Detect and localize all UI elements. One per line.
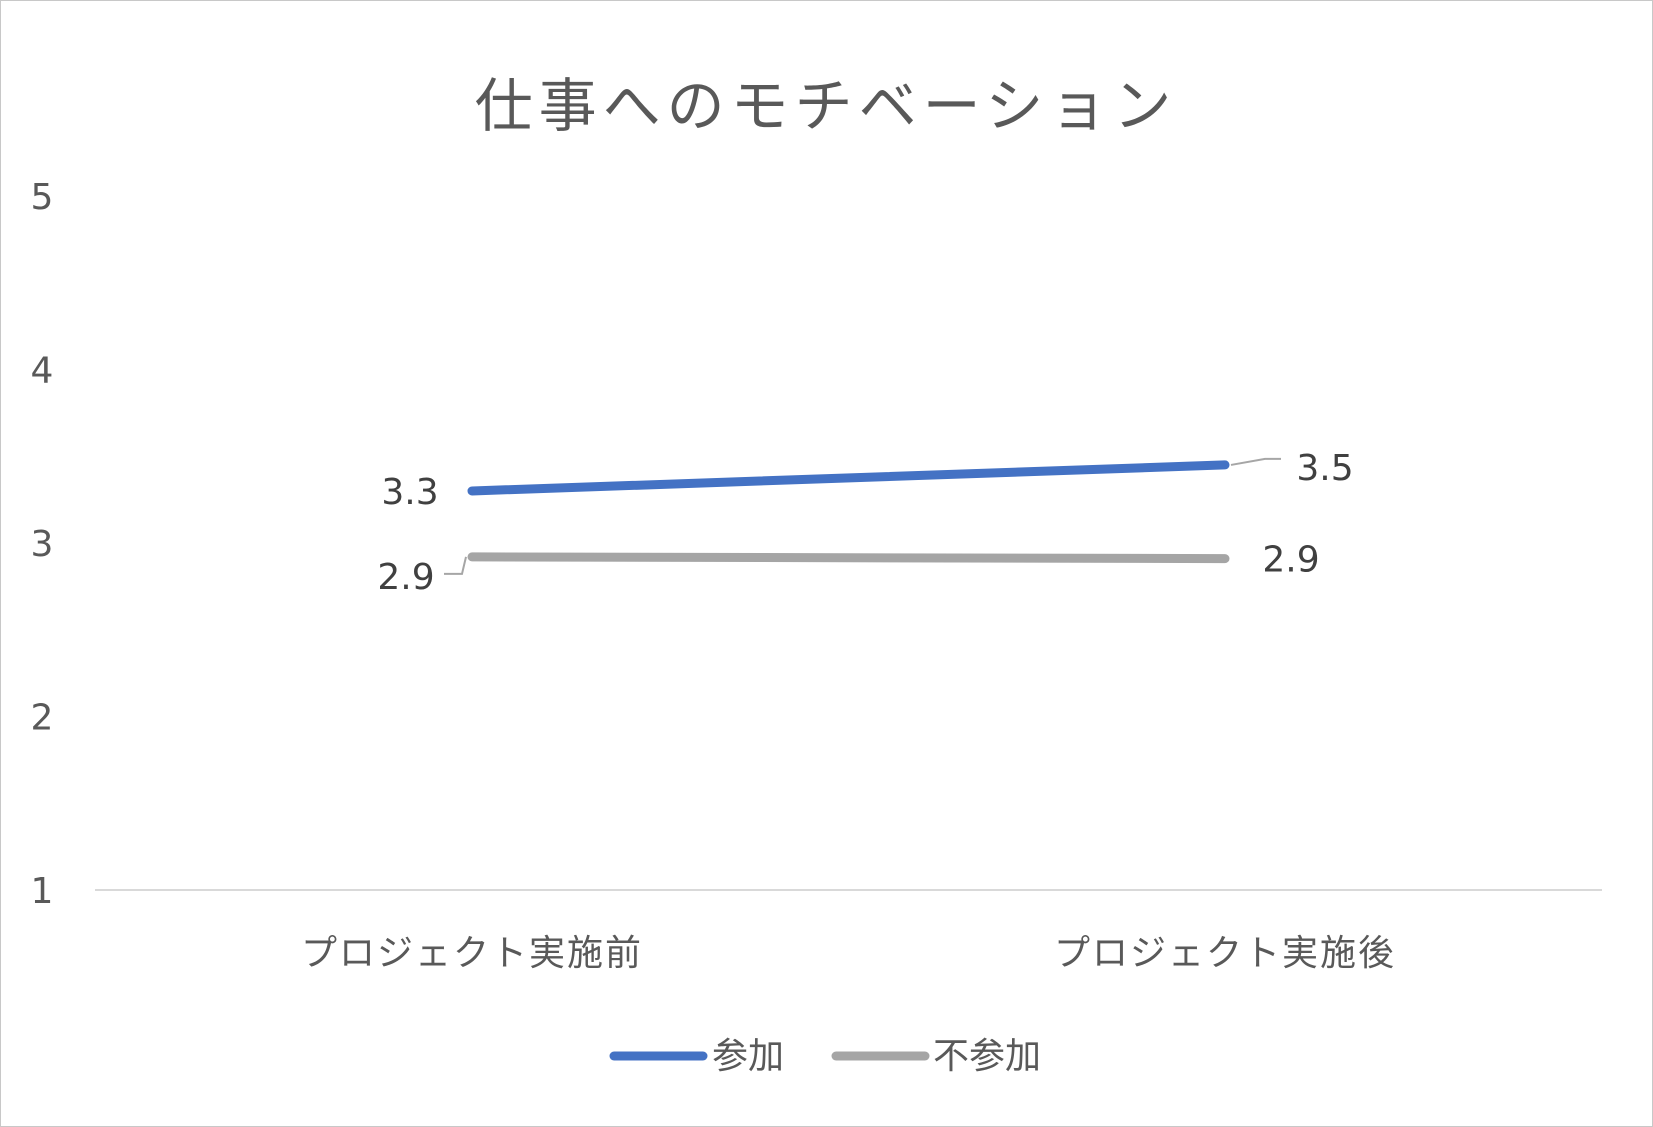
y-tick-label: 1 [31, 871, 54, 912]
data-label-leader [1230, 457, 1281, 466]
data-label: 2.9 [377, 557, 434, 598]
y-tick-label: 2 [31, 698, 54, 739]
y-tick-label: 3 [31, 524, 54, 565]
data-label: 3.5 [1296, 448, 1353, 489]
data-labels: 3.3 3.5 2.9 2.9 [377, 448, 1353, 598]
chart-title: 仕事へのモチベーション [475, 72, 1178, 140]
data-label-leader [444, 556, 467, 575]
legend: 参加 不参加 [609, 1036, 1041, 1077]
legend-label-fusanka: 不参加 [933, 1036, 1041, 1077]
series-line [467, 460, 1230, 496]
y-axis-tick-labels: 1 2 3 4 5 [31, 177, 54, 912]
data-label: 2.9 [1262, 540, 1319, 581]
data-label: 3.3 [381, 472, 438, 513]
series-line [467, 552, 1230, 564]
y-tick-label: 4 [31, 351, 54, 392]
legend-label-sanka: 参加 [712, 1036, 784, 1077]
x-tick-label: プロジェクト実施前 [301, 933, 643, 974]
x-axis-category-labels: プロジェクト実施前 プロジェクト実施後 [301, 933, 1396, 974]
y-tick-label: 5 [31, 177, 54, 218]
series-layer [467, 460, 1230, 564]
x-tick-label: プロジェクト実施後 [1054, 933, 1396, 974]
